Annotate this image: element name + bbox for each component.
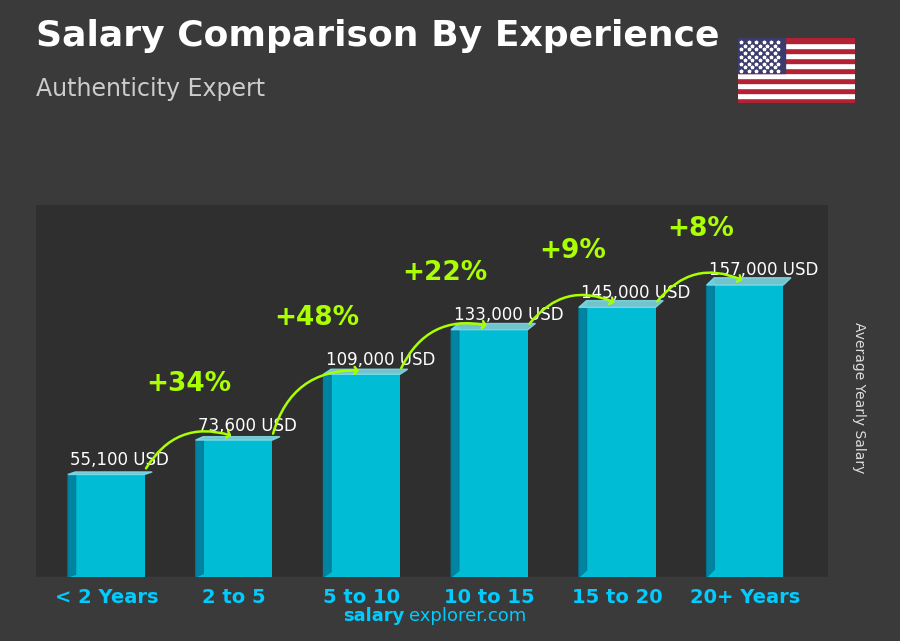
Bar <box>738 63 855 68</box>
Text: Salary Comparison By Experience: Salary Comparison By Experience <box>36 19 719 53</box>
Polygon shape <box>451 324 536 329</box>
Bar <box>738 78 855 83</box>
Text: 145,000 USD: 145,000 USD <box>581 284 691 302</box>
Text: 157,000 USD: 157,000 USD <box>709 262 819 279</box>
Text: Authenticity Expert: Authenticity Expert <box>36 77 266 101</box>
Text: +9%: +9% <box>539 238 606 264</box>
Bar <box>579 308 655 577</box>
Polygon shape <box>323 369 331 577</box>
Bar <box>738 53 855 58</box>
Polygon shape <box>68 472 76 577</box>
Bar <box>738 97 855 103</box>
Text: +48%: +48% <box>274 304 360 331</box>
Bar <box>323 374 400 577</box>
Text: 55,100 USD: 55,100 USD <box>70 451 169 469</box>
Text: 109,000 USD: 109,000 USD <box>326 351 436 369</box>
Bar <box>738 83 855 88</box>
Polygon shape <box>68 472 152 474</box>
Polygon shape <box>323 369 408 374</box>
Polygon shape <box>451 324 459 577</box>
Polygon shape <box>706 278 715 577</box>
Bar <box>451 329 527 577</box>
Text: salary: salary <box>344 607 405 625</box>
Polygon shape <box>706 278 791 285</box>
Text: explorer.com: explorer.com <box>410 607 526 625</box>
Polygon shape <box>579 301 663 308</box>
Bar <box>738 44 855 48</box>
Polygon shape <box>579 301 587 577</box>
Polygon shape <box>195 437 203 577</box>
Bar <box>706 285 783 577</box>
Text: 133,000 USD: 133,000 USD <box>454 306 563 324</box>
Text: Average Yearly Salary: Average Yearly Salary <box>852 322 867 473</box>
Bar <box>195 440 273 577</box>
Polygon shape <box>195 437 280 440</box>
Bar <box>738 48 855 53</box>
Text: +8%: +8% <box>667 215 734 242</box>
Bar <box>738 38 785 73</box>
Text: +34%: +34% <box>147 370 232 397</box>
Bar <box>738 93 855 97</box>
Bar <box>738 58 855 63</box>
Text: 73,600 USD: 73,600 USD <box>198 417 297 435</box>
Bar <box>738 68 855 73</box>
Text: +22%: +22% <box>402 260 488 286</box>
Bar <box>738 88 855 93</box>
Bar <box>738 73 855 78</box>
Bar <box>68 474 145 577</box>
Bar <box>738 38 855 44</box>
